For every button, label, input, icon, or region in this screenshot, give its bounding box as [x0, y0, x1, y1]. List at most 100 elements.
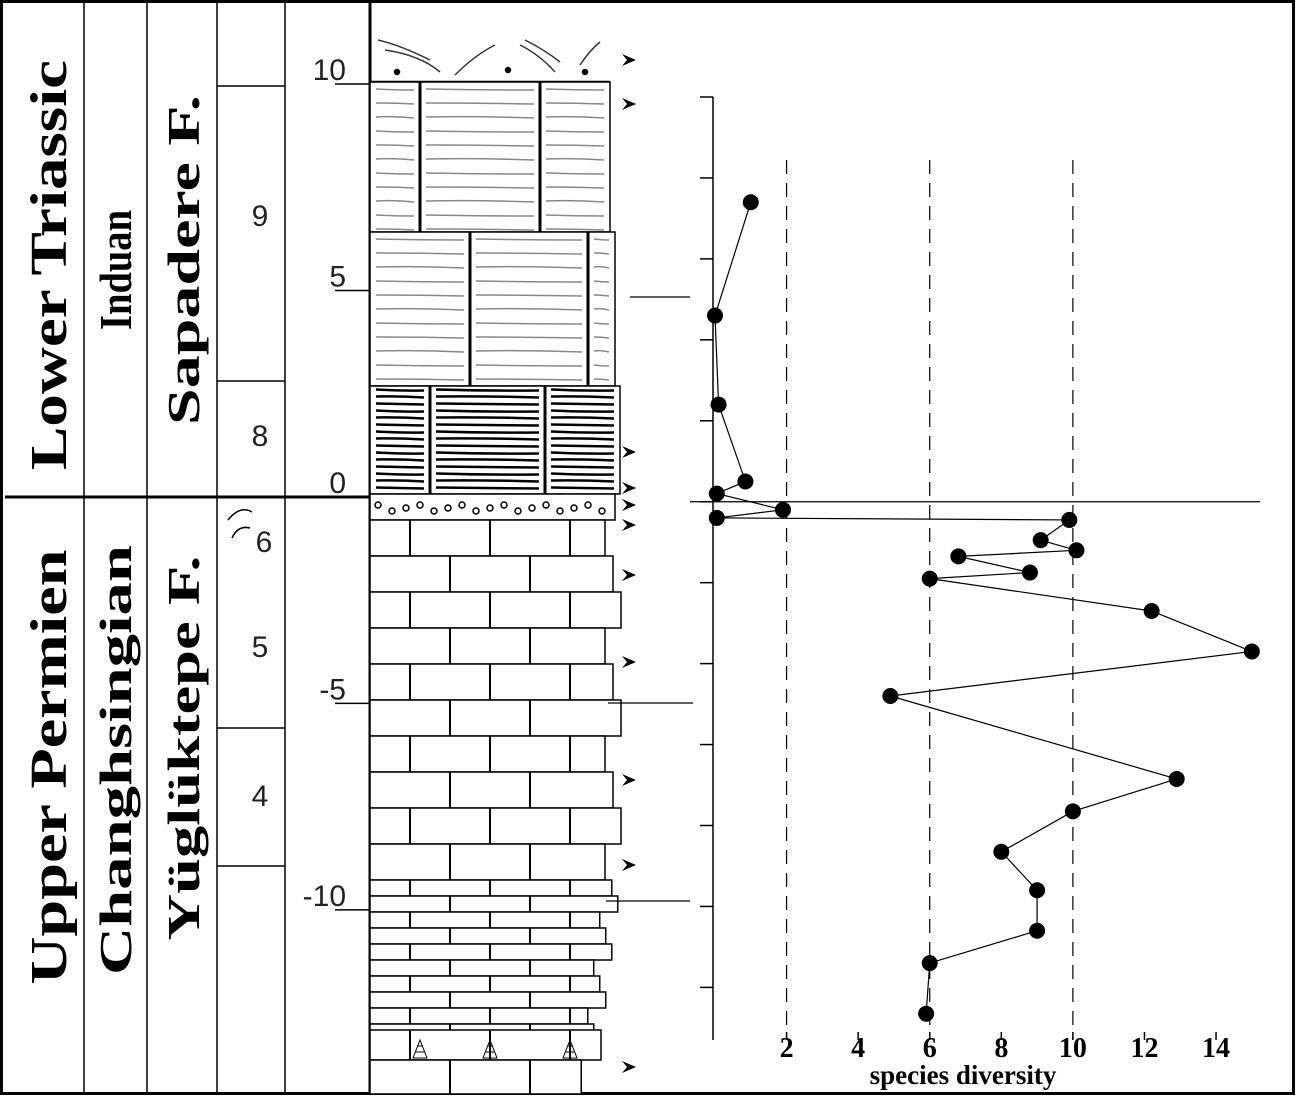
- depth-label: -5: [319, 673, 346, 706]
- stage-label: Changhsingian: [90, 545, 141, 975]
- x-tick-label: 8: [994, 1033, 1008, 1064]
- lamina: [376, 474, 424, 475]
- dot: [506, 68, 511, 73]
- point: [737, 473, 753, 489]
- lamina: [376, 425, 424, 426]
- bed: [370, 1030, 601, 1060]
- lamina: [551, 396, 614, 397]
- bed: [370, 700, 621, 736]
- lamina: [376, 438, 424, 439]
- lamina: [436, 453, 539, 454]
- lamina: [551, 480, 614, 481]
- x-tick-label: 12: [1130, 1033, 1158, 1064]
- lamina: [436, 480, 539, 481]
- point: [922, 955, 938, 971]
- lamina: [436, 396, 539, 397]
- lamina: [376, 396, 424, 397]
- point: [918, 1006, 934, 1022]
- bed: [370, 960, 594, 976]
- point: [709, 486, 725, 502]
- depth-label: -10: [303, 880, 346, 913]
- point: [1169, 771, 1185, 787]
- lamina: [436, 459, 539, 460]
- point: [882, 688, 898, 704]
- depth-label: 10: [313, 54, 346, 87]
- x-axis-label: species diversity: [870, 1060, 1057, 1090]
- dot: [395, 70, 400, 75]
- bed-label: 5: [252, 631, 269, 664]
- lamina: [436, 417, 539, 418]
- stage-label: Induan: [90, 210, 141, 330]
- lamina: [436, 390, 539, 391]
- bed: [370, 556, 613, 592]
- bed: [370, 896, 618, 912]
- dot: [583, 70, 588, 75]
- lamina: [376, 417, 424, 418]
- bed-label: 8: [252, 420, 269, 453]
- point: [709, 510, 725, 526]
- point: [1022, 565, 1038, 581]
- lamina: [551, 446, 614, 447]
- point: [1029, 882, 1045, 898]
- lamina: [376, 467, 424, 468]
- bed: [370, 976, 600, 992]
- lamina: [551, 404, 614, 405]
- lamina: [551, 474, 614, 475]
- lamina: [376, 411, 424, 412]
- formation-label: Yüglüktepe F.: [158, 556, 209, 941]
- bed-label: 9: [252, 200, 269, 233]
- bed: [370, 844, 605, 880]
- bed: [370, 772, 613, 808]
- lamina: [436, 488, 539, 489]
- point: [711, 397, 727, 413]
- lamina: [376, 390, 424, 391]
- bed-label: 4: [252, 780, 269, 813]
- lamina: [551, 488, 614, 489]
- formation-label: Sapadere F.: [158, 95, 209, 425]
- lamina: [551, 411, 614, 412]
- point: [1029, 923, 1045, 939]
- bed: [370, 1060, 581, 1094]
- lamina: [376, 453, 424, 454]
- lamina: [436, 474, 539, 475]
- bed: [370, 592, 621, 628]
- x-tick-label: 6: [923, 1033, 937, 1064]
- lamina: [551, 467, 614, 468]
- lamina: [436, 432, 539, 433]
- point: [707, 308, 723, 324]
- x-tick-label: 2: [780, 1033, 794, 1064]
- lamina: [436, 404, 539, 405]
- lamina: [376, 432, 424, 433]
- lamina: [551, 425, 614, 426]
- point: [950, 548, 966, 564]
- lamina: [376, 480, 424, 481]
- lamina: [376, 459, 424, 460]
- lamina: [436, 425, 539, 426]
- lamina: [376, 488, 424, 489]
- point: [922, 571, 938, 587]
- point: [1144, 603, 1160, 619]
- point: [1068, 542, 1084, 558]
- depth-label: 0: [329, 467, 346, 500]
- lamina: [436, 446, 539, 447]
- point: [1033, 532, 1049, 548]
- x-tick-label: 4: [851, 1033, 865, 1064]
- point: [993, 844, 1009, 860]
- lamina: [436, 438, 539, 439]
- lamina: [551, 453, 614, 454]
- unit-label: Lower Triassic: [21, 60, 78, 470]
- lamina: [436, 411, 539, 412]
- point: [775, 502, 791, 518]
- unit-label: Upper Permien: [21, 549, 78, 984]
- bed: [370, 628, 605, 664]
- bed: [370, 808, 621, 844]
- bed: [370, 912, 600, 928]
- point: [1061, 512, 1077, 528]
- lamina: [436, 467, 539, 468]
- lamina: [376, 446, 424, 447]
- lamina: [551, 390, 614, 391]
- lamina: [376, 404, 424, 405]
- lithology: [370, 40, 636, 1094]
- figure: Lower Triassic Upper Permien Induan Chan…: [0, 0, 1298, 1098]
- bed: [370, 1008, 588, 1024]
